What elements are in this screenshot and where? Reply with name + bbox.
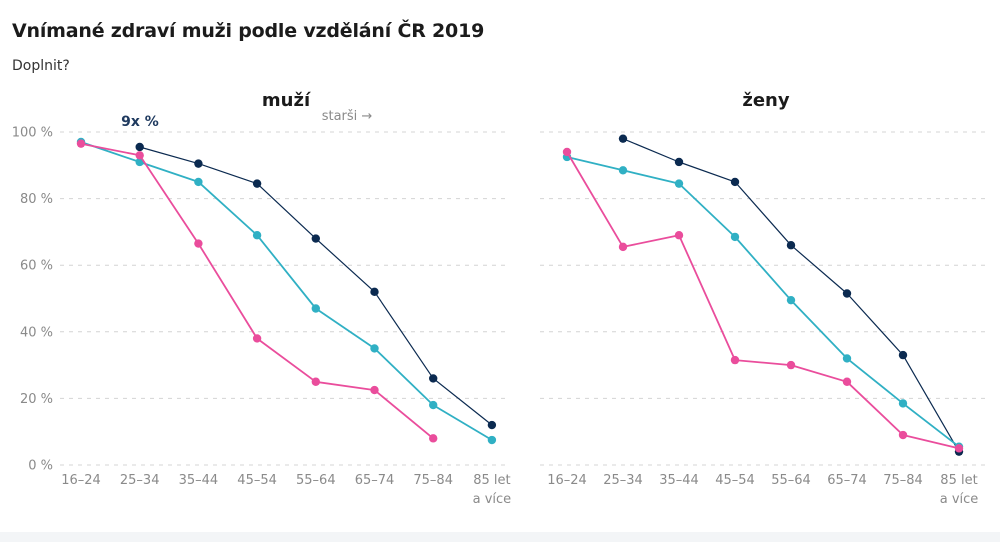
series-line bbox=[566, 156, 960, 448]
data-point bbox=[429, 400, 438, 410]
data-point bbox=[370, 344, 379, 353]
x-tick-label: 55–64 bbox=[296, 473, 336, 488]
data-point bbox=[786, 295, 796, 305]
data-point bbox=[429, 374, 438, 383]
data-point bbox=[252, 231, 262, 240]
data-point bbox=[842, 354, 852, 363]
data-point bbox=[618, 134, 628, 143]
facet-title: muží bbox=[262, 90, 311, 111]
data-point bbox=[786, 241, 796, 250]
x-tick-label: 25–34 bbox=[603, 473, 643, 488]
data-point bbox=[898, 430, 908, 440]
data-point bbox=[487, 420, 497, 430]
chart-subtitle: Doplnit? bbox=[12, 58, 70, 74]
series-line bbox=[80, 141, 493, 441]
y-tick-label: 60 % bbox=[20, 259, 53, 274]
x-tick-label: 75–84 bbox=[883, 473, 923, 488]
x-tick-label: 25–34 bbox=[120, 473, 160, 488]
data-point bbox=[370, 287, 379, 297]
data-point bbox=[730, 177, 740, 187]
data-point bbox=[562, 147, 572, 157]
x-tick-label: 85 let a více bbox=[940, 473, 979, 507]
x-tick-label: 75–84 bbox=[413, 473, 453, 488]
data-point bbox=[487, 435, 497, 445]
data-point bbox=[76, 139, 86, 148]
facet-right: 16–24 25–34 35–44 45–54 55–64 65–74 75–84 85 le… bbox=[540, 90, 985, 507]
y-tick-label: 0 % bbox=[28, 459, 53, 474]
data-point bbox=[898, 399, 908, 408]
x-tick-label: 16–24 bbox=[61, 473, 101, 488]
data-point bbox=[194, 177, 203, 187]
data-point bbox=[311, 234, 320, 243]
data-point bbox=[311, 304, 320, 313]
data-point bbox=[674, 179, 684, 188]
data-point bbox=[730, 232, 740, 242]
x-tick-label: 35–44 bbox=[659, 473, 699, 488]
facet-title: ženy bbox=[742, 90, 789, 111]
x-tick-label: 45–54 bbox=[237, 473, 277, 488]
y-tick-label: 80 % bbox=[20, 192, 53, 207]
data-point bbox=[194, 239, 203, 248]
series-line bbox=[80, 142, 434, 440]
data-point bbox=[429, 434, 438, 443]
x-tick-label: 65–74 bbox=[355, 473, 395, 488]
y-tick-label: 100 % bbox=[12, 126, 53, 141]
series-line bbox=[622, 138, 960, 453]
annotation-bold: 9x % bbox=[121, 114, 159, 130]
x-tick-label: 65–74 bbox=[827, 473, 867, 488]
data-point bbox=[618, 166, 628, 175]
data-point bbox=[252, 334, 262, 343]
data-point bbox=[618, 242, 628, 252]
chart-title: Vnímané zdraví muži podle vzdělání ČR 20… bbox=[12, 20, 485, 42]
data-point bbox=[311, 377, 320, 386]
annotation: starši → bbox=[322, 109, 373, 124]
data-point bbox=[786, 360, 796, 370]
data-point bbox=[674, 231, 684, 240]
data-point bbox=[842, 289, 852, 298]
bottom-strip bbox=[0, 532, 1000, 542]
x-tick-label: 35–44 bbox=[179, 473, 219, 488]
data-point bbox=[842, 377, 852, 386]
data-point bbox=[674, 157, 684, 167]
x-tick-label: 45–54 bbox=[715, 473, 755, 488]
y-tick-label: 40 % bbox=[20, 325, 53, 340]
y-tick-label: 20 % bbox=[20, 392, 53, 407]
data-point bbox=[135, 142, 144, 152]
data-point bbox=[370, 385, 379, 395]
x-tick-label: 55–64 bbox=[771, 473, 811, 488]
data-point bbox=[135, 151, 144, 160]
data-point bbox=[898, 350, 908, 360]
facet-left: 0 % 20 % 40 % 60 % 80 % 100 % 16–24 25–34 35–44 4… bbox=[12, 90, 511, 507]
x-tick-label: 85 let a více bbox=[473, 473, 512, 507]
data-point bbox=[730, 355, 740, 365]
data-point bbox=[954, 444, 964, 453]
data-point bbox=[252, 179, 262, 188]
data-point bbox=[194, 159, 203, 168]
x-tick-label: 16–24 bbox=[547, 473, 587, 488]
series-line bbox=[566, 151, 960, 450]
